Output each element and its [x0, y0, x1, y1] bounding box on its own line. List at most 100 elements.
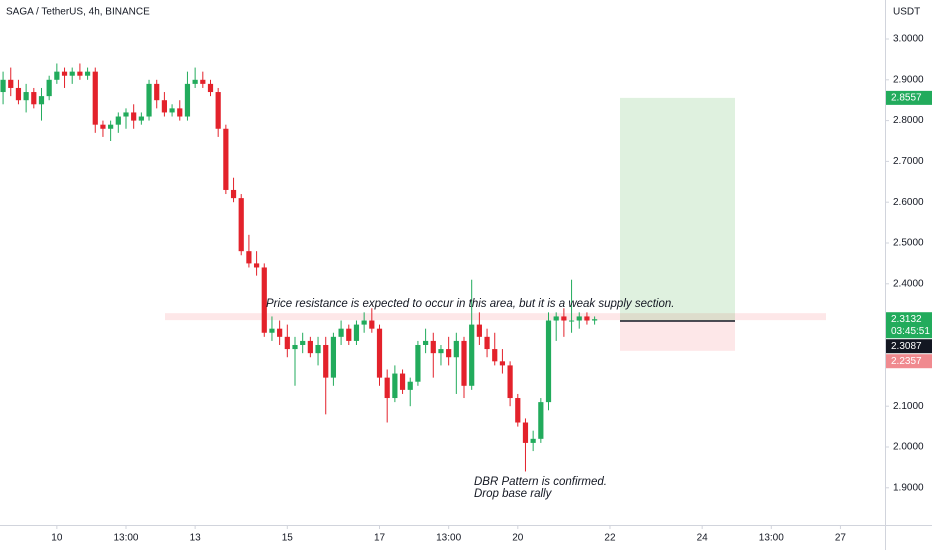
candle-body [54, 71, 60, 80]
candle-body [292, 344, 298, 350]
candle-body [446, 349, 452, 358]
x-tick-label: 15 [282, 533, 294, 544]
stop-area [620, 321, 735, 351]
candle-body [23, 92, 29, 101]
candle-body [230, 189, 237, 199]
y-tick-label: 2.6000 [893, 197, 924, 208]
x-tick-label: 22 [604, 533, 616, 544]
candle-body [507, 365, 513, 399]
candle-body [8, 79, 14, 88]
x-tick-label: 13:00 [759, 533, 784, 544]
candle-body [338, 328, 344, 337]
candle-body [77, 71, 83, 76]
candle-body [530, 438, 536, 443]
candle-body [131, 112, 137, 121]
candle-body [561, 316, 567, 321]
y-tick-label: 2.7000 [893, 156, 924, 167]
candle-body [492, 349, 498, 362]
candle-body [353, 324, 360, 341]
y-tick-label: 2.5000 [893, 238, 924, 249]
symbol-title: SAGA / TetherUS, 4h, BINANCE [6, 7, 150, 18]
candle-body [438, 349, 444, 354]
candle-body [184, 83, 191, 117]
y-tick-label: 3.0000 [893, 34, 924, 45]
candle-body [100, 124, 106, 129]
candle-body [108, 124, 114, 129]
candle-body [346, 328, 352, 341]
candle-body [161, 100, 168, 113]
candle-body [92, 71, 98, 125]
candle-body [223, 128, 229, 190]
candle-body [522, 422, 529, 443]
candle-body [61, 71, 68, 76]
candle-body [238, 198, 244, 252]
candle-body [31, 92, 37, 105]
candle-body [323, 344, 329, 378]
candle-body [38, 96, 45, 105]
candle-body [568, 320, 575, 322]
y-tick-label: 2.0000 [893, 442, 924, 453]
candle-body [361, 320, 367, 325]
price-tag-label: 2.3132 [891, 314, 922, 325]
price-tag-label: 2.3087 [891, 341, 922, 352]
candle-body [461, 340, 467, 386]
candle-body [307, 340, 313, 354]
x-tick-label: 20 [512, 533, 524, 544]
candle-body [246, 251, 252, 264]
annotation: Price resistance is expected to occur in… [266, 298, 674, 310]
candle-body [369, 320, 375, 329]
candle-body [407, 381, 413, 390]
candle-body [69, 71, 75, 76]
candle-body [499, 361, 506, 366]
candle-body [376, 328, 383, 378]
target-area [620, 97, 735, 322]
y-tick-label: 1.9000 [893, 482, 924, 493]
candle-body [576, 316, 582, 321]
candle-body [422, 340, 429, 345]
candle-body [0, 79, 6, 93]
candle-body [592, 319, 598, 321]
candle-body [115, 116, 121, 125]
candle-body [430, 340, 436, 354]
candle-body [384, 377, 390, 399]
candle-body [392, 373, 398, 399]
countdown: 03:45:51 [891, 326, 930, 337]
y-tick-label: 2.9000 [893, 74, 924, 85]
price-tag-label: 2.8557 [891, 93, 922, 104]
price-tag-label: 2.2357 [891, 356, 922, 367]
resistance-zone [165, 313, 826, 321]
x-tick-label: 10 [51, 533, 63, 544]
candle-body [484, 336, 490, 350]
candle-body [138, 116, 144, 121]
x-tick-label: 13:00 [113, 533, 138, 544]
candle-body [545, 320, 552, 403]
candle-body [469, 324, 475, 386]
candle-body [261, 267, 267, 333]
candle-body [284, 336, 290, 350]
candle-body [154, 83, 160, 101]
annotation: Drop base rally [474, 488, 553, 500]
candle-body [177, 108, 183, 117]
candle-body [15, 87, 22, 101]
x-tick-label: 13:00 [436, 533, 461, 544]
candle-body [123, 112, 129, 117]
price-tag [886, 339, 932, 354]
candle-body [553, 316, 559, 321]
candle-body [146, 83, 152, 117]
candle-body [269, 328, 275, 333]
candle-body [515, 398, 521, 423]
candle-body [277, 328, 283, 337]
candle-body [476, 324, 482, 337]
x-tick-label: 17 [374, 533, 386, 544]
x-tick-label: 27 [835, 533, 847, 544]
candle-body [415, 344, 421, 382]
candle-body [192, 79, 198, 84]
candle-body [215, 92, 221, 129]
candle-body [399, 373, 406, 390]
candle-body [84, 71, 91, 76]
price-tag [886, 354, 932, 369]
candle-body [200, 79, 206, 84]
candle-body [584, 316, 590, 321]
